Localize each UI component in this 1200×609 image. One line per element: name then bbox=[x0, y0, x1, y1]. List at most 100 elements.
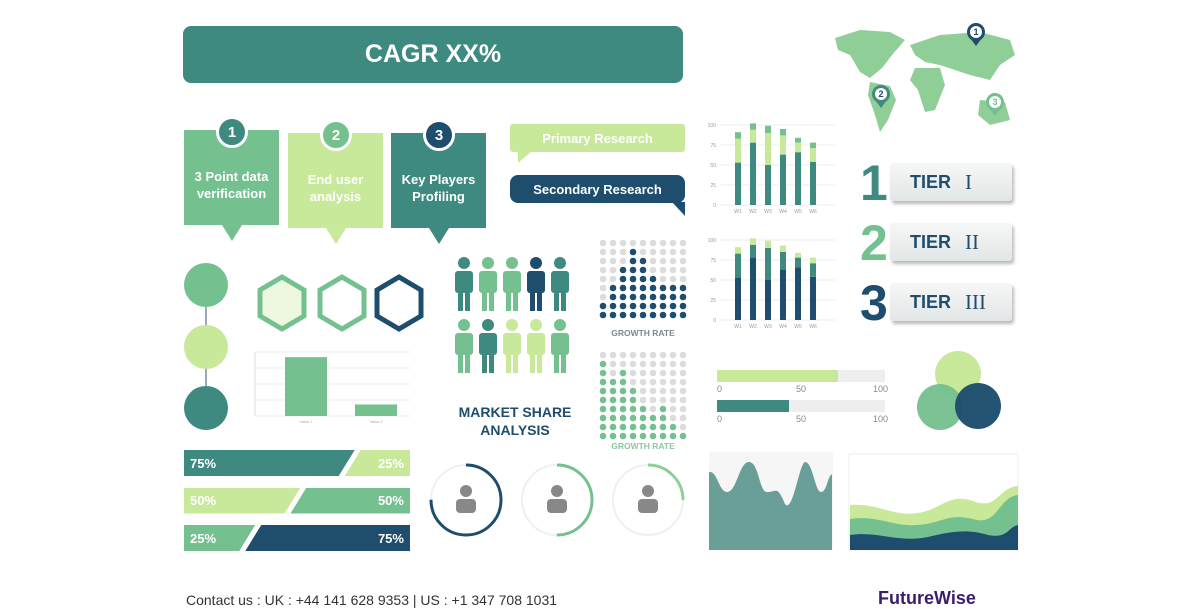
x-tick-label: W3 bbox=[764, 324, 772, 330]
cagr-banner: CAGR XX% bbox=[183, 26, 683, 83]
tier-3-label: TIER III bbox=[890, 283, 1012, 321]
dot bbox=[619, 405, 627, 413]
hexagon bbox=[317, 274, 367, 332]
dot bbox=[619, 432, 627, 440]
dot bbox=[659, 293, 667, 301]
dot bbox=[669, 360, 677, 368]
dot bbox=[609, 351, 617, 359]
dot bbox=[619, 266, 627, 274]
dot bbox=[609, 396, 617, 404]
dot bbox=[599, 284, 607, 292]
y-tick-label: 100 bbox=[708, 123, 717, 129]
dot bbox=[609, 302, 617, 310]
bar-segment bbox=[750, 129, 756, 143]
dot bbox=[599, 293, 607, 301]
progress-tick: 100 bbox=[873, 384, 889, 394]
bar-segment bbox=[780, 252, 786, 270]
secondary-research-callout: Secondary Research bbox=[510, 175, 685, 203]
dot bbox=[659, 239, 667, 247]
dot bbox=[669, 387, 677, 395]
dot bbox=[599, 351, 607, 359]
dot bbox=[659, 284, 667, 292]
dot bbox=[619, 423, 627, 431]
dot bbox=[619, 275, 627, 283]
dot bbox=[649, 369, 657, 377]
y-tick-label: 75 bbox=[710, 258, 716, 264]
bar-segment bbox=[795, 267, 801, 320]
dot bbox=[679, 311, 687, 319]
dot bbox=[679, 396, 687, 404]
dot bbox=[659, 414, 667, 422]
tier-text: TIER bbox=[910, 231, 952, 252]
dot bbox=[629, 275, 637, 283]
x-tick-label: Value 1 bbox=[299, 419, 313, 424]
step-text: End user analysis bbox=[307, 171, 364, 204]
dot bbox=[659, 351, 667, 359]
dot bbox=[669, 423, 677, 431]
dot bbox=[609, 378, 617, 386]
y-tick-label: 50 bbox=[710, 163, 716, 169]
dot bbox=[629, 432, 637, 440]
dot bbox=[609, 248, 617, 256]
bar-segment bbox=[810, 263, 816, 277]
y-tick-label: 100 bbox=[708, 238, 717, 244]
bar-segment bbox=[780, 154, 786, 205]
dot bbox=[649, 351, 657, 359]
dot bbox=[669, 414, 677, 422]
person-icon bbox=[503, 257, 521, 311]
y-tick-label: 50 bbox=[710, 278, 716, 284]
person-icon bbox=[527, 257, 545, 311]
dot bbox=[629, 284, 637, 292]
dot bbox=[619, 351, 627, 359]
tier-1-label: TIER I bbox=[890, 163, 1012, 201]
dot bbox=[679, 275, 687, 283]
dot bbox=[599, 248, 607, 256]
dot bbox=[669, 378, 677, 386]
dot bbox=[639, 432, 647, 440]
percent-bar-left: 25% bbox=[184, 525, 255, 551]
dot bbox=[679, 293, 687, 301]
bar-segment bbox=[750, 257, 756, 320]
growth-dots-navy bbox=[599, 239, 687, 319]
dot bbox=[599, 414, 607, 422]
bar-segment bbox=[765, 125, 771, 133]
person-icon bbox=[479, 319, 497, 373]
venn-diagram bbox=[917, 351, 1001, 430]
dot bbox=[639, 387, 647, 395]
dot bbox=[639, 378, 647, 386]
tier-roman: II bbox=[965, 229, 980, 254]
bar-segment bbox=[810, 148, 816, 162]
dot bbox=[659, 257, 667, 265]
dot bbox=[639, 302, 647, 310]
y-tick-label: 25 bbox=[710, 183, 716, 189]
dot bbox=[669, 311, 677, 319]
dot bbox=[599, 275, 607, 283]
bar-segment bbox=[750, 244, 756, 258]
bar-segment bbox=[735, 138, 741, 163]
dot bbox=[639, 284, 647, 292]
dot bbox=[599, 378, 607, 386]
dot bbox=[669, 405, 677, 413]
dot bbox=[679, 248, 687, 256]
y-tick-label: 0 bbox=[713, 203, 716, 209]
dot bbox=[599, 360, 607, 368]
dot bbox=[649, 432, 657, 440]
callout-pointer bbox=[518, 151, 532, 163]
dot bbox=[609, 405, 617, 413]
ring-progress bbox=[520, 463, 594, 537]
dot bbox=[639, 423, 647, 431]
dot bbox=[629, 378, 637, 386]
person-icon bbox=[503, 319, 521, 373]
y-tick-label: 25 bbox=[710, 298, 716, 304]
dot bbox=[619, 387, 627, 395]
person-icon bbox=[455, 319, 473, 373]
dot bbox=[619, 239, 627, 247]
step-1-box: 1 3 Point data verification bbox=[184, 116, 279, 241]
dot bbox=[629, 387, 637, 395]
dot bbox=[599, 302, 607, 310]
bar-segment bbox=[810, 142, 816, 149]
dot bbox=[679, 414, 687, 422]
dot bbox=[629, 239, 637, 247]
dot bbox=[639, 369, 647, 377]
bar-segment bbox=[810, 257, 816, 264]
